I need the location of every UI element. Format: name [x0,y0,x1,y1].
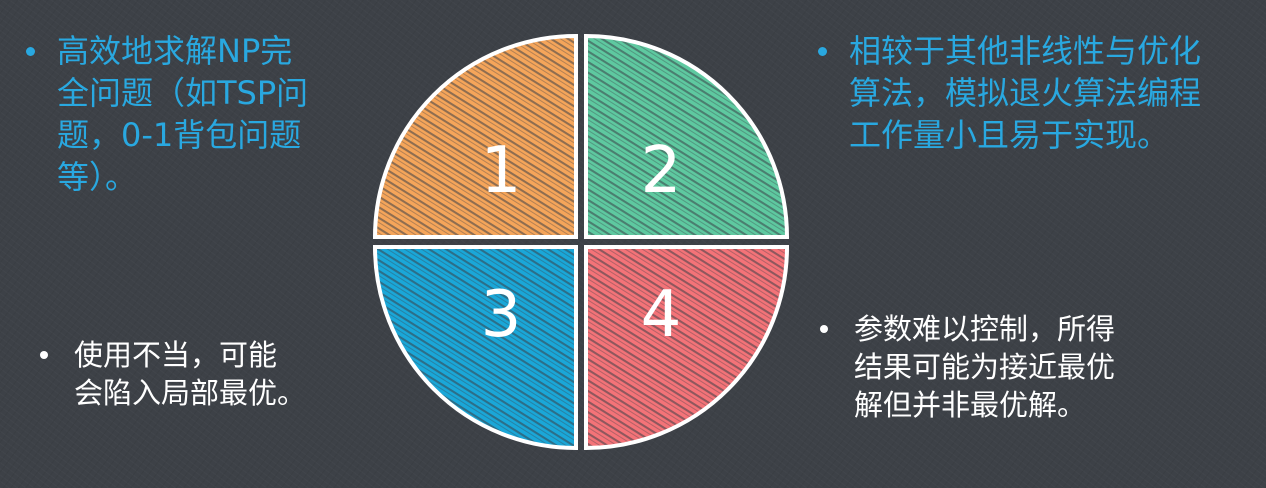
quadrant-3-hatch [375,247,576,448]
quadrant-3-label: 3 [481,278,522,352]
quadrant-4-hatch [586,247,787,448]
bullet-dot-icon [818,47,827,56]
quadrant-2: 2 [584,33,790,239]
bullet-top-left: 高效地求解NP完 全问题（如TSP问 题，0-1背包问题 等）。 [26,30,366,198]
bullet-bottom-right: 参数难以控制，所得 结果可能为接近最优 解但并非最优解。 [820,310,1220,424]
quadrant-1-border [372,33,578,239]
bullet-text-bottom-left: 使用不当，可能 会陷入局部最优。 [74,338,307,410]
quadrant-4-label: 4 [641,278,682,352]
bullet-dot-icon [820,325,828,333]
bullet-text-bottom-right: 参数难以控制，所得 结果可能为接近最优 解但并非最优解。 [854,312,1116,422]
quadrant-1-hatch [375,36,576,237]
quadrant-circle-diagram: 1 2 3 4 [372,33,790,451]
quadrant-2-border [584,33,790,239]
quadrant-3-border [372,245,578,451]
bullet-text-top-left: 高效地求解NP完 全问题（如TSP问 题，0-1背包问题 等）。 [57,32,309,196]
quadrant-4: 4 [584,245,790,451]
bullet-bottom-left: 使用不当，可能 会陷入局部最优。 [40,336,360,412]
quadrant-1-label: 1 [481,134,522,208]
bullet-top-right: 相较于其他非线性与优化 算法，模拟退火算法编程 工作量小且易于实现。 [818,30,1258,156]
quadrant-3: 3 [372,245,578,451]
quadrant-1: 1 [372,33,578,239]
bullet-dot-icon [40,351,48,359]
quadrant-2-hatch [586,36,787,237]
quadrant-2-label: 2 [641,134,682,208]
bullet-text-top-right: 相较于其他非线性与优化 算法，模拟退火算法编程 工作量小且易于实现。 [849,32,1202,154]
quadrant-4-border [584,245,790,451]
bullet-dot-icon [26,47,35,56]
